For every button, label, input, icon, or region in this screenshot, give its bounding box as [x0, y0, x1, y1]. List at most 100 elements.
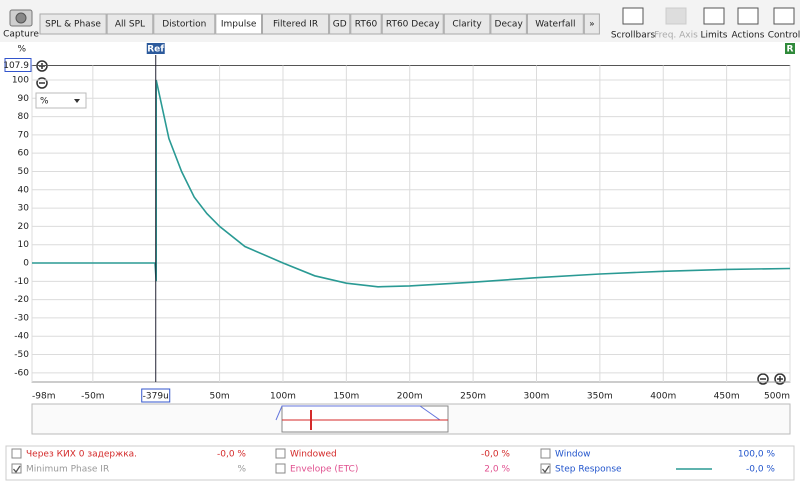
legend-panel [5, 445, 795, 481]
tab-label[interactable]: » [589, 20, 595, 30]
y-tick-label: 20 [18, 222, 30, 232]
tab[interactable] [443, 13, 491, 35]
legend-label[interactable]: Через КИХ 0 задержка. [26, 450, 137, 460]
tab-label[interactable]: RT60 Decay [386, 20, 440, 30]
y-tick-label: 90 [18, 94, 30, 104]
y-tick-label: 60 [18, 149, 30, 159]
y-tick-label: -10 [14, 277, 29, 287]
tab[interactable] [39, 13, 107, 35]
tab[interactable] [381, 13, 444, 35]
x-tick-label: 200m [397, 392, 423, 402]
legend-value: -0,0 % [217, 450, 246, 460]
x-tick-label: 50m [209, 392, 229, 402]
y-tick-label: -30 [14, 313, 29, 323]
x-tick-label: 150m [333, 392, 359, 402]
overview-window [281, 405, 449, 433]
tool-icon[interactable] [622, 7, 644, 25]
checkmark[interactable] [542, 465, 550, 474]
y-tick-label: 80 [18, 112, 30, 122]
x-tick-label: 300m [524, 392, 550, 402]
ref-flag [146, 43, 165, 54]
tab[interactable] [526, 13, 584, 35]
tool-label[interactable]: Scrollbars [611, 31, 656, 41]
tab[interactable] [329, 13, 351, 35]
y-unit: % [17, 45, 26, 55]
x-tick-label: 100m [270, 392, 296, 402]
series-line [32, 79, 791, 288]
checkbox[interactable] [11, 463, 22, 474]
tab-label[interactable]: All SPL [115, 20, 145, 30]
legend-value: % [237, 465, 246, 475]
tab-label[interactable]: Distortion [162, 20, 206, 30]
legend-label[interactable]: Window [555, 450, 591, 460]
tab-label[interactable]: RT60 [355, 20, 378, 30]
x-tick-label: -50m [81, 392, 104, 402]
x-tick-label: -98m [32, 392, 55, 402]
legend-label[interactable]: Envelope (ETC) [290, 465, 358, 475]
checkmark[interactable] [13, 465, 21, 474]
legend-value: 2,0 % [484, 465, 510, 475]
tool-icon[interactable] [773, 7, 795, 25]
unit-selector-label[interactable]: % [40, 97, 49, 107]
tab[interactable] [215, 13, 263, 35]
y-tick-label: 50 [18, 167, 30, 177]
legend-value: -0,0 % [746, 465, 775, 475]
y-top-box [4, 58, 32, 72]
cursor-box [141, 388, 171, 403]
y-tick-label: 70 [18, 130, 30, 140]
y-tick-label: -60 [14, 368, 29, 378]
checkbox[interactable] [275, 448, 286, 459]
tab[interactable] [106, 13, 154, 35]
tab-label[interactable]: Decay [495, 20, 524, 30]
legend-label[interactable]: Windowed [290, 450, 337, 460]
tool-icon[interactable] [703, 7, 725, 25]
y-tick-label: -40 [14, 332, 29, 342]
checkbox[interactable] [540, 448, 551, 459]
ref-label: Ref [147, 45, 164, 55]
tab-label[interactable]: Filtered IR [273, 20, 318, 30]
right-flag-label: R [787, 45, 794, 55]
checkbox[interactable] [540, 463, 551, 474]
tool-label[interactable]: Limits [701, 31, 728, 41]
chart-bg [0, 42, 800, 444]
tool-label[interactable]: Control [768, 31, 800, 41]
legend-value: 100,0 % [738, 450, 776, 460]
legend-label[interactable]: Step Response [555, 465, 622, 475]
tab[interactable] [490, 13, 527, 35]
legend-value: -0,0 % [481, 450, 510, 460]
legend-label[interactable]: Minimum Phase IR [26, 465, 109, 475]
tab-label[interactable]: GD [333, 20, 347, 30]
capture-icon[interactable] [9, 9, 33, 27]
tab[interactable] [153, 13, 216, 35]
right-flag [785, 43, 795, 54]
y-tick-label: 30 [18, 204, 30, 214]
y-tick-label: 100 [12, 75, 29, 85]
x-tick-label: 450m [714, 392, 740, 402]
checkbox[interactable] [11, 448, 22, 459]
checkbox[interactable] [275, 463, 286, 474]
tab[interactable] [583, 13, 600, 35]
x-tick-label: 350m [587, 392, 613, 402]
tab[interactable] [350, 13, 382, 35]
dropdown-arrow[interactable] [74, 99, 80, 103]
tool-label[interactable]: Actions [732, 31, 765, 41]
y-tick-label: -50 [14, 350, 29, 360]
y-tick-label: -20 [14, 295, 29, 305]
x-tick-label: 500m [764, 392, 790, 402]
tab-label[interactable]: Impulse [221, 20, 257, 30]
tool-icon[interactable] [737, 7, 759, 25]
tab-label[interactable]: Clarity [452, 20, 482, 30]
tab[interactable] [262, 13, 330, 35]
tool-icon[interactable] [665, 7, 687, 25]
tool-label[interactable]: Freq. Axis [654, 31, 698, 41]
y-tick-label: 0 [23, 259, 29, 269]
x-tick-label: 250m [460, 392, 486, 402]
cursor-label: -379u [143, 392, 169, 402]
tab-label[interactable]: SPL & Phase [45, 20, 101, 30]
unit-selector[interactable] [35, 92, 87, 109]
x-tick-label: 400m [650, 392, 676, 402]
capture-label[interactable]: Capture [3, 30, 39, 40]
y-tick-label: 40 [18, 185, 30, 195]
tab-label[interactable]: Waterfall [535, 20, 575, 30]
